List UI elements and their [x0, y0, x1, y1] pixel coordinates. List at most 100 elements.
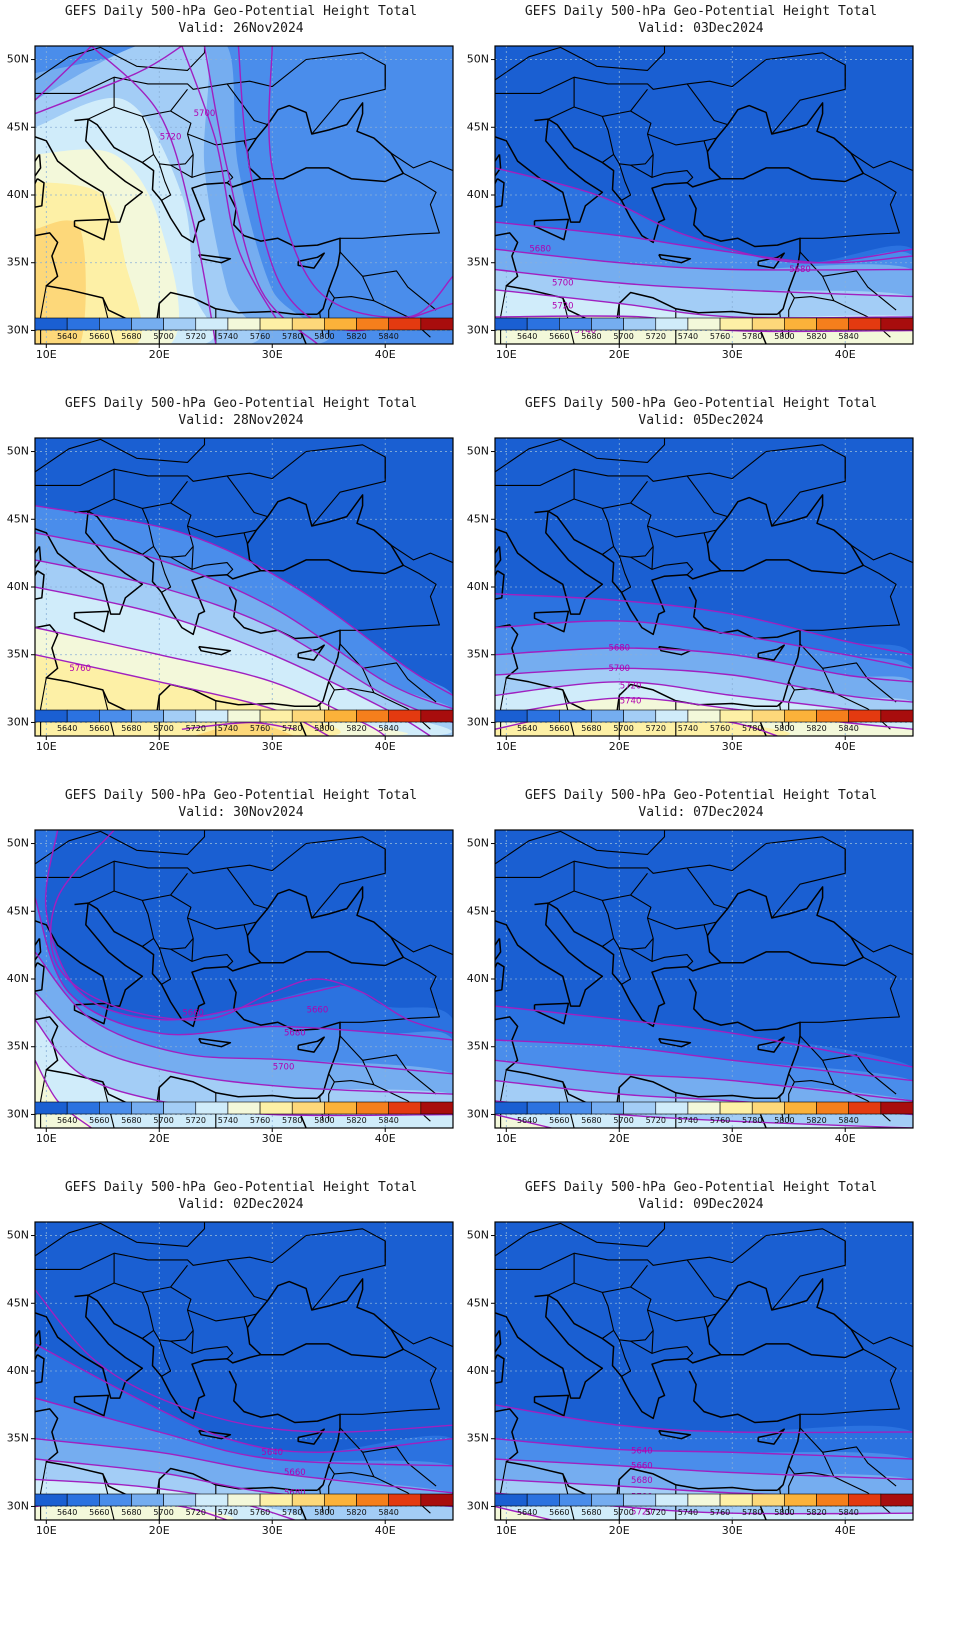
latitude-label: 30N	[467, 1107, 489, 1120]
map-panel: GEFS Daily 500-hPa Geo-Potential Height …	[0, 392, 482, 802]
colorbar-label: 5700	[153, 1508, 173, 1517]
colorbar-swatch	[324, 1493, 357, 1507]
colorbar-swatch	[324, 1101, 357, 1115]
colorbar-swatch	[655, 1493, 689, 1507]
borders	[495, 438, 913, 736]
colorbar-swatch	[420, 317, 454, 331]
latitude-label: 45N	[7, 904, 29, 917]
colorbar-label: 5700	[153, 332, 173, 341]
colorbar-label: 5820	[346, 332, 366, 341]
colorbar-swatch	[324, 709, 357, 723]
colorbar-swatch	[719, 1101, 753, 1115]
contour-label: 5760	[69, 664, 91, 674]
longitude-label: 40E	[835, 348, 856, 361]
latitude-label: 40N	[7, 580, 29, 593]
longitude-label: 20E	[609, 348, 630, 361]
latitude-label: 30N	[7, 1107, 29, 1120]
longitude-label: 20E	[609, 740, 630, 753]
colorbar-swatch	[388, 1493, 422, 1507]
colorbar-swatch	[751, 709, 785, 723]
colorbar-label: 5800	[314, 332, 334, 341]
longitude-label: 10E	[496, 348, 517, 361]
colorbar-label: 5820	[346, 1116, 366, 1125]
colorbar-label: 5760	[710, 1508, 730, 1517]
contour-label: 5740	[575, 326, 597, 336]
contour-label: 5680	[284, 1488, 306, 1498]
longitude-label: 20E	[149, 1132, 170, 1145]
latitude-label: 35N	[7, 256, 29, 269]
contour-label: 5720	[160, 132, 182, 142]
contour-lines	[35, 1289, 453, 1520]
colorbar-swatch	[848, 1101, 882, 1115]
colorbar-swatch	[719, 709, 753, 723]
colorbar-label: 5740	[678, 332, 698, 341]
colorbar-swatch	[719, 1493, 753, 1507]
colorbar-label: 5660	[89, 1508, 109, 1517]
colorbar-label: 5660	[549, 1116, 569, 1125]
contour-label: 5660	[284, 1468, 306, 1478]
colorbar-swatch	[34, 317, 68, 331]
contour-label: 5660	[631, 1461, 653, 1471]
contour-label: 5680	[789, 265, 811, 275]
colorbar-label: 5660	[549, 1508, 569, 1517]
colorbar-label: 5840	[839, 1508, 859, 1517]
latitude-label: 40N	[7, 1364, 29, 1377]
colorbar-swatch	[66, 317, 100, 331]
colorbar-label: 5720	[646, 724, 666, 733]
colorbar-label: 5680	[581, 1508, 601, 1517]
colorbar-label: 5820	[346, 724, 366, 733]
longitude-label: 10E	[496, 1132, 517, 1145]
longitude-label: 30E	[262, 740, 283, 753]
colorbar-label: 5640	[57, 1508, 77, 1517]
colorbar-swatch	[131, 1493, 164, 1507]
colorbar-label: 5840	[379, 1508, 399, 1517]
latitude-label: 35N	[467, 1040, 489, 1053]
colorbar-swatch	[494, 1493, 528, 1507]
latitude-label: 35N	[467, 1432, 489, 1445]
colorbar-label: 5640	[57, 724, 77, 733]
longitude-label: 30E	[722, 1132, 743, 1145]
colorbar-swatch	[388, 1101, 422, 1115]
longitude-label: 40E	[375, 740, 396, 753]
colorbar-swatch	[420, 1101, 454, 1115]
colorbar-swatch	[99, 317, 132, 331]
colorbar-swatch	[880, 317, 914, 331]
colorbar-label: 5820	[806, 1116, 826, 1125]
latitude-label: 40N	[467, 580, 489, 593]
colorbar-swatch	[816, 1493, 849, 1507]
map-panel: GEFS Daily 500-hPa Geo-Potential Height …	[460, 784, 942, 1194]
latitude-label: 50N	[467, 837, 489, 850]
colorbar-label: 5740	[218, 1508, 238, 1517]
panel-title: GEFS Daily 500-hPa Geo-Potential Height …	[64, 4, 418, 19]
colorbar-label: 5800	[774, 1116, 794, 1125]
colorbar-swatch	[655, 317, 689, 331]
longitude-label: 40E	[835, 1132, 856, 1145]
panel-title: GEFS Daily 500-hPa Geo-Potential Height …	[524, 1180, 878, 1195]
longitude-label: 20E	[149, 740, 170, 753]
latitude-label: 45N	[7, 1296, 29, 1309]
colorbar: 5640 5660 5680 5700 5720 5740 5760 5780 5800 5820…	[494, 317, 914, 341]
colorbar-label: 5680	[121, 1116, 141, 1125]
panel-valid-date: Valid: 30Nov2024	[178, 805, 304, 820]
longitude-label: 10E	[36, 1524, 57, 1537]
colorbar: 5640 5660 5680 5700 5720 5740 5760 5780 5800 5820…	[34, 317, 454, 341]
latitude-label: 45N	[7, 120, 29, 133]
longitude-label: 40E	[375, 348, 396, 361]
colorbar-swatch	[131, 709, 164, 723]
colorbar-swatch	[623, 1493, 657, 1507]
panel-title: GEFS Daily 500-hPa Geo-Potential Height …	[524, 4, 878, 19]
latitude-label: 30N	[467, 323, 489, 336]
colorbar-label: 5720	[646, 1508, 666, 1517]
colorbar-label: 5740	[678, 724, 698, 733]
colorbar-swatch	[227, 1493, 261, 1507]
latitude-label: 50N	[7, 837, 29, 850]
latitude-label: 40N	[467, 972, 489, 985]
colorbar-label: 5800	[314, 724, 334, 733]
colorbar-swatch	[623, 709, 657, 723]
colorbar-label: 5680	[581, 332, 601, 341]
colorbar-label: 5760	[250, 1116, 270, 1125]
borders	[495, 830, 913, 1128]
height-map: 5680 5700 5720 5740 5760 50N 45N 40N 35N 30N 10E 20…	[467, 437, 914, 753]
